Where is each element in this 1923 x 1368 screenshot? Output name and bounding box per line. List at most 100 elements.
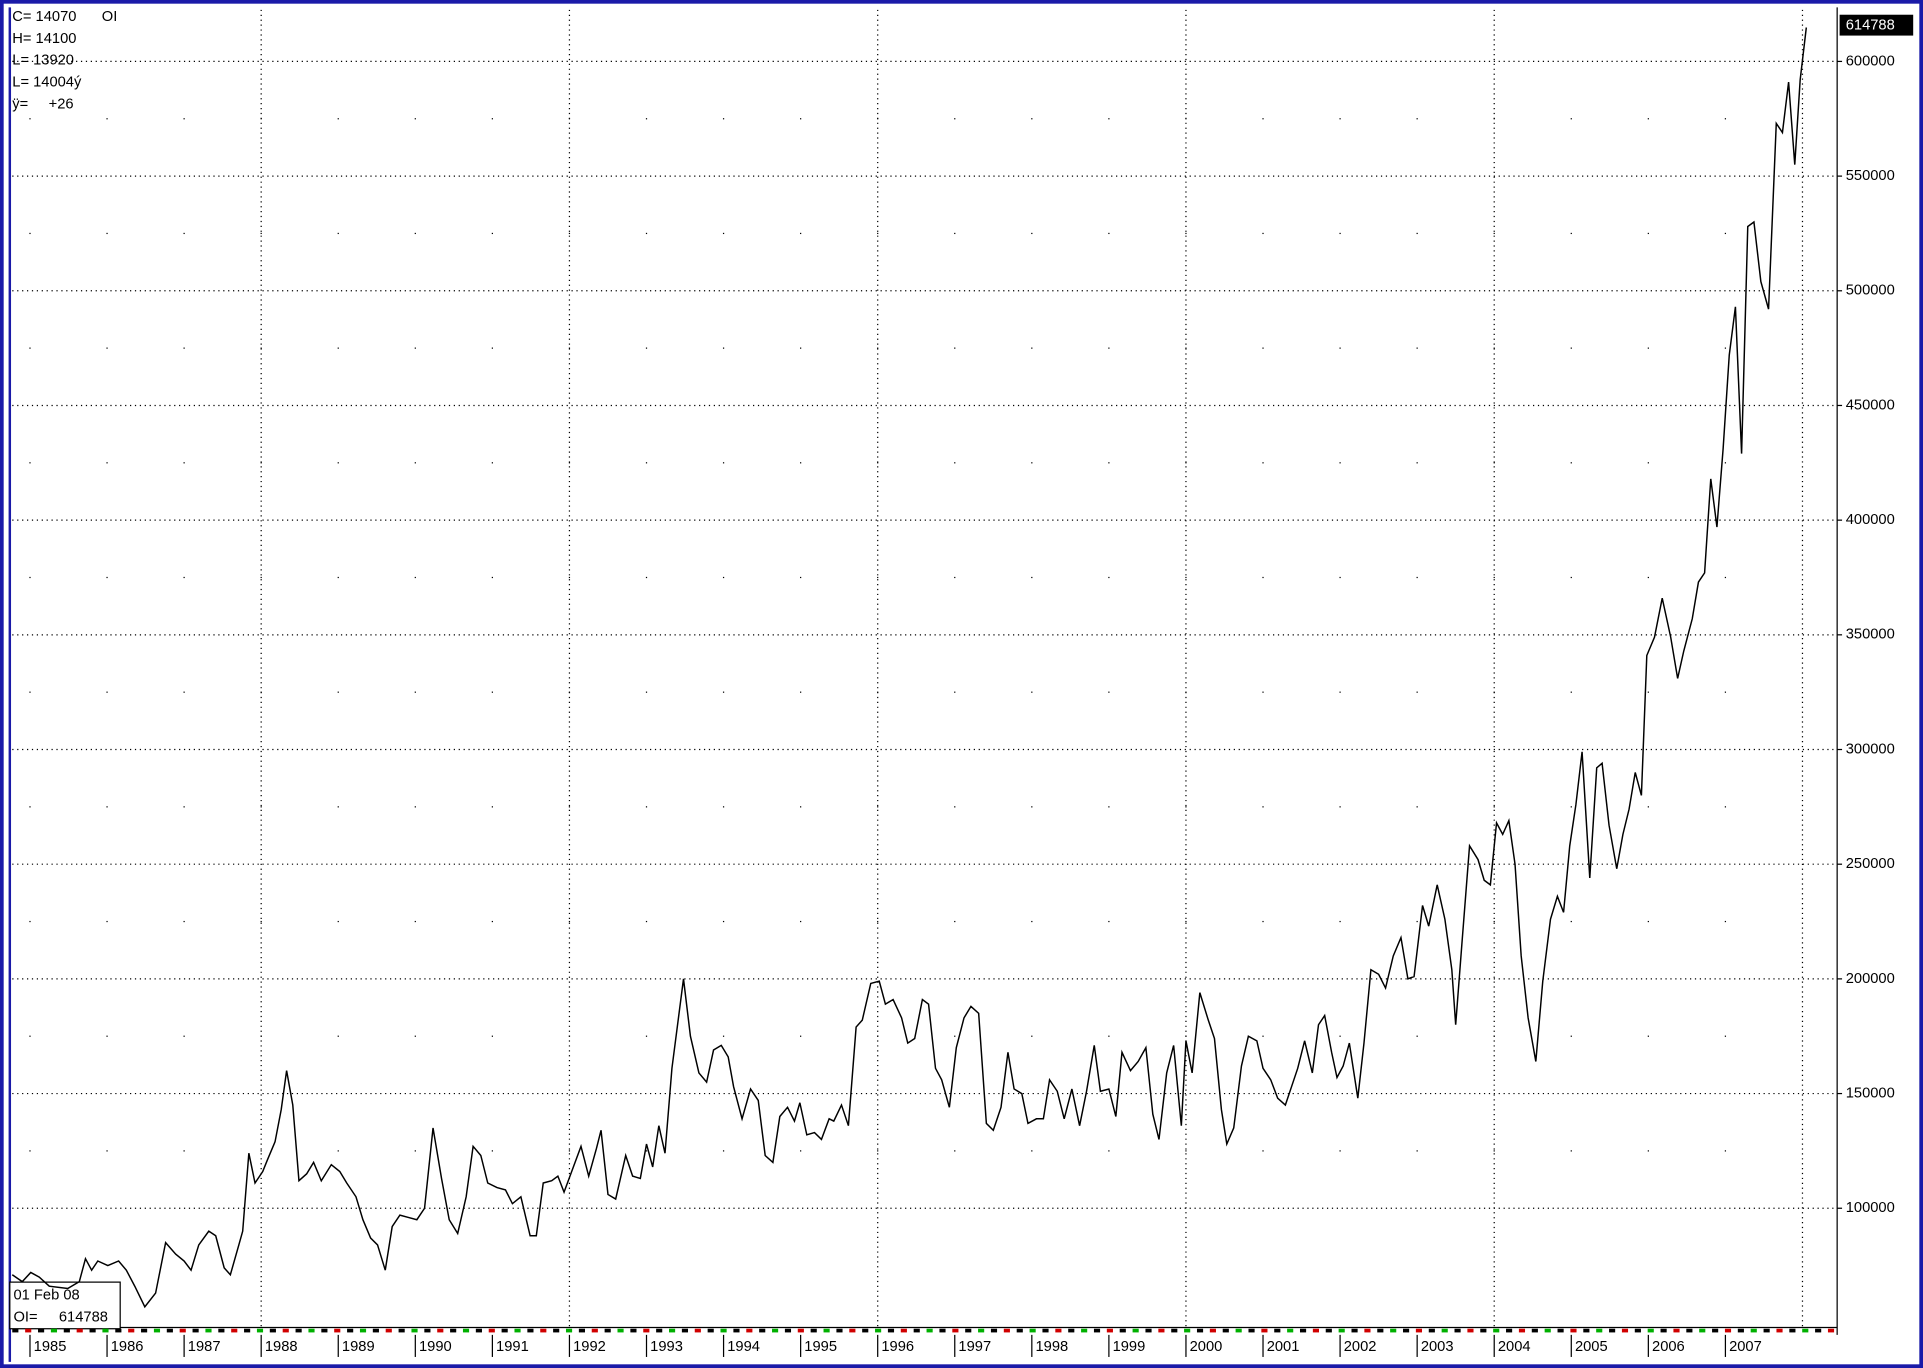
grid-dot	[29, 118, 31, 120]
grid-dot	[1339, 691, 1341, 693]
grid-dot	[414, 920, 416, 923]
axis-strip	[990, 1328, 998, 1333]
grid-dot	[1647, 1150, 1649, 1152]
axis-strip	[1686, 1328, 1693, 1333]
axis-strip	[1789, 1328, 1796, 1333]
grid-dot	[1108, 920, 1110, 923]
grid-dot	[1493, 232, 1495, 235]
grid-dot	[337, 1035, 339, 1037]
grid-dot	[645, 576, 648, 579]
axis-strip	[153, 1328, 161, 1333]
axis-strip	[720, 1328, 727, 1333]
grid-dot	[1185, 1150, 1187, 1152]
x-tick-label: 1998	[1036, 1339, 1069, 1355]
axis-strip	[823, 1328, 830, 1333]
grid-dot	[954, 1035, 956, 1037]
x-tick-label: 2003	[1421, 1339, 1454, 1355]
axis-strip	[1415, 1328, 1423, 1333]
grid-dot	[722, 920, 725, 923]
grid-dot	[337, 806, 339, 808]
grid-dot	[491, 806, 493, 808]
grid-dot	[877, 232, 879, 235]
axis-strip	[565, 1328, 573, 1333]
grid-dot	[29, 1150, 31, 1152]
grid-dot	[877, 920, 879, 923]
grid-dot	[1493, 347, 1495, 349]
grid-dot	[1185, 462, 1187, 464]
x-tick-label: 1989	[342, 1339, 375, 1355]
axis-strip	[733, 1328, 740, 1333]
grid-dot	[1570, 920, 1572, 923]
axis-strip	[1299, 1328, 1307, 1333]
grid-dot	[183, 1150, 185, 1152]
header-line: C= 14070	[12, 9, 76, 25]
grid-dot	[1108, 118, 1110, 120]
grid-dot	[106, 1150, 108, 1152]
grid-dot	[1108, 232, 1110, 235]
y-tick-label: 100000	[1846, 1200, 1895, 1216]
axis-strip	[1660, 1328, 1667, 1333]
axis-strip	[50, 1328, 58, 1333]
grid-dot	[183, 920, 185, 923]
grid-dot	[1262, 1035, 1264, 1037]
grid-dot	[260, 920, 262, 923]
grid-dot	[1262, 691, 1264, 693]
grid-dot	[337, 920, 339, 923]
grid-dot	[1031, 232, 1033, 235]
grid-dot	[183, 347, 185, 349]
header-line: L= 14004ý	[12, 75, 82, 91]
grid-dot	[337, 232, 339, 235]
grid-dot	[1108, 1150, 1110, 1152]
x-tick-label: 1997	[958, 1339, 991, 1355]
axis-strip	[1544, 1328, 1551, 1333]
grid-dot	[106, 1035, 108, 1037]
grid-dot	[1262, 806, 1264, 808]
grid-dot	[954, 691, 956, 693]
grid-dot	[1031, 1035, 1033, 1037]
grid-dot	[1647, 462, 1649, 464]
axis-strip	[63, 1328, 70, 1333]
grid-dot	[1570, 118, 1572, 120]
axis-strip	[308, 1328, 315, 1333]
grid-dot	[1416, 347, 1418, 349]
axis-strip	[1055, 1328, 1062, 1333]
grid-dot	[800, 462, 802, 464]
grid-dot	[106, 576, 108, 579]
axis-strip	[89, 1328, 96, 1333]
y-tick-label: 150000	[1846, 1085, 1895, 1101]
grid-dot	[645, 691, 648, 693]
axis-strip	[1737, 1328, 1744, 1333]
grid-dot	[414, 806, 416, 808]
last-value-label: 614788	[1846, 18, 1895, 34]
axis-strip	[527, 1328, 534, 1333]
grid-dot	[1724, 347, 1727, 349]
axis-strip	[1145, 1328, 1152, 1333]
axis-strip	[385, 1328, 392, 1333]
grid-dot	[645, 1150, 648, 1152]
grid-dot	[645, 920, 648, 923]
grid-dot	[645, 232, 648, 235]
x-tick-label: 1994	[727, 1339, 760, 1355]
axis-strip	[681, 1328, 689, 1333]
grid-dot	[491, 462, 493, 464]
axis-strip	[359, 1328, 367, 1333]
grid-dot	[337, 118, 339, 120]
x-tick-label: 2000	[1190, 1339, 1223, 1355]
axis-strip	[1106, 1328, 1113, 1333]
axis-strip	[784, 1328, 792, 1333]
grid-dot	[800, 806, 802, 808]
x-tick-label: 1991	[496, 1339, 529, 1355]
x-tick-label: 2004	[1498, 1339, 1531, 1355]
grid-dot	[800, 1150, 802, 1152]
grid-dot	[1724, 1150, 1727, 1152]
grid-dot	[1416, 232, 1418, 235]
grid-dot	[414, 462, 416, 464]
grid-dot	[1339, 1150, 1341, 1152]
grid-dot	[260, 1150, 262, 1152]
grid-dot	[722, 576, 725, 579]
axis-strip	[1428, 1328, 1435, 1333]
grid-dot	[1416, 1035, 1418, 1037]
grid-dot	[106, 347, 108, 349]
axis-strip	[887, 1328, 895, 1333]
grid-dot	[1339, 1035, 1341, 1037]
